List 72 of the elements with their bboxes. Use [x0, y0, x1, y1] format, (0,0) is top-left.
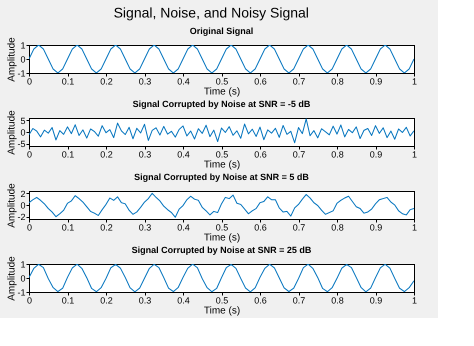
x-tick-label: 1: [412, 296, 418, 306]
x-tick-label: 0.3: [138, 76, 152, 86]
x-axis-title: Time (s): [204, 160, 240, 170]
x-tick-label: 0.3: [138, 296, 152, 306]
y-tick-label: 1: [20, 260, 26, 270]
x-tick-label: 1: [412, 222, 418, 232]
x-tick-label: 0.9: [370, 150, 382, 160]
y-tick-label: -5: [17, 139, 26, 150]
x-tick-label: 0.9: [370, 296, 382, 306]
x-tick-label: 0: [26, 296, 32, 306]
x-tick-label: 0.6: [254, 296, 267, 306]
x-tick-label: 0.8: [331, 222, 344, 232]
y-axis-title: Amplitude: [6, 182, 18, 228]
x-tick-label: 0.5: [216, 76, 228, 86]
text: Signal, Noise, and Noisy Signal: [114, 4, 309, 20]
line-series: [29, 118, 414, 144]
x-tick-label: 0: [26, 150, 32, 160]
y-axis-title: Amplitude: [6, 110, 18, 155]
x-tick-label: 0.3: [138, 150, 152, 160]
y-tick-label: 2: [20, 188, 26, 199]
y-tick-label: -2: [17, 212, 26, 222]
x-tick-label: 1: [412, 76, 418, 86]
x-tick-label: 0.1: [62, 222, 74, 232]
x-tick-label: 0.2: [100, 76, 113, 86]
x-tick-label: 0: [26, 222, 32, 232]
y-tick-label: 0: [20, 274, 26, 284]
y-tick-label: 0: [20, 128, 26, 138]
x-tick-label: 0.7: [292, 296, 306, 306]
x-tick-label: 0.7: [292, 150, 306, 160]
x-tick-label: 0.4: [177, 150, 190, 160]
x-tick-label: 0.7: [292, 76, 306, 86]
x-axis-title: Time (s): [204, 232, 240, 244]
x-tick-label: 0.1: [62, 150, 74, 160]
chart-title: Signal Corrupted by Noise at SNR = 25 dB: [132, 244, 312, 255]
chart-title: Signal Corrupted by Noise at SNR = -5 dB: [132, 98, 311, 109]
x-tick-label: 0.2: [100, 222, 113, 232]
x-tick-label: 0.6: [254, 150, 267, 160]
line-series: [29, 264, 414, 292]
x-tick-label: 0.1: [62, 296, 74, 306]
x-tick-label: 0.8: [331, 296, 344, 306]
y-tick-label: 5: [20, 116, 26, 126]
x-tick-label: 0.8: [331, 76, 344, 86]
x-tick-label: 0.4: [177, 296, 190, 306]
y-tick-label: -1: [17, 68, 26, 78]
x-tick-label: 0.4: [177, 76, 190, 86]
x-tick-label: 0.5: [216, 150, 228, 160]
x-tick-label: 0.5: [216, 222, 228, 232]
x-axis-title: Time (s): [204, 306, 240, 316]
y-axis-title: Amplitude: [6, 256, 18, 301]
x-tick-label: 0.8: [331, 150, 344, 160]
y-tick-label: 0: [20, 54, 26, 64]
x-tick-label: 1: [412, 150, 418, 160]
x-tick-label: 0: [26, 76, 32, 86]
y-tick-label: 0: [20, 200, 26, 210]
x-tick-label: 0.6: [254, 76, 267, 86]
x-tick-label: 0.9: [370, 222, 382, 232]
x-tick-label: 0.2: [100, 296, 113, 306]
chart-title: Signal Corrupted by Noise at SNR = 5 dB: [134, 172, 310, 182]
x-tick-label: 0.1: [62, 76, 74, 86]
x-axis-title: Time (s): [204, 86, 240, 98]
x-tick-label: 0.2: [100, 150, 113, 160]
y-tick-label: 1: [20, 40, 26, 50]
x-tick-label: 0.5: [216, 296, 228, 306]
chart-title: Original Signal: [190, 26, 254, 36]
y-axis-title: Amplitude: [6, 36, 18, 82]
x-tick-label: 0.9: [370, 76, 382, 86]
x-tick-label: 0.7: [292, 222, 306, 232]
x-tick-label: 0.3: [138, 222, 152, 232]
x-tick-label: 0.6: [254, 222, 267, 232]
y-tick-label: -1: [17, 288, 26, 298]
x-tick-label: 0.4: [177, 222, 190, 232]
line-series: [29, 45, 414, 73]
